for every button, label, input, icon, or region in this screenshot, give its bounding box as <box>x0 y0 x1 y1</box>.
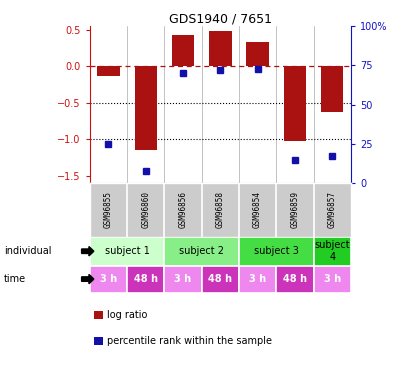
Text: GSM96860: GSM96860 <box>141 192 150 228</box>
Bar <box>314 266 351 292</box>
Bar <box>90 266 127 292</box>
Text: GSM96857: GSM96857 <box>328 192 337 228</box>
Text: subject 1: subject 1 <box>104 246 149 256</box>
Text: 3 h: 3 h <box>324 274 341 284</box>
Text: GSM96855: GSM96855 <box>104 192 113 228</box>
Text: individual: individual <box>4 246 51 256</box>
Bar <box>164 237 239 266</box>
Text: percentile rank within the sample: percentile rank within the sample <box>107 336 272 346</box>
Text: 48 h: 48 h <box>208 274 232 284</box>
Text: subject
4: subject 4 <box>315 240 350 262</box>
Text: subject 3: subject 3 <box>254 246 299 256</box>
Text: 3 h: 3 h <box>100 274 117 284</box>
Text: 3 h: 3 h <box>249 274 266 284</box>
Bar <box>127 266 164 292</box>
Text: 48 h: 48 h <box>283 274 307 284</box>
Text: GSM96858: GSM96858 <box>216 192 225 228</box>
Text: GSM96854: GSM96854 <box>253 192 262 228</box>
Bar <box>97 66 120 76</box>
Bar <box>239 237 314 266</box>
Text: 48 h: 48 h <box>134 274 158 284</box>
Text: 3 h: 3 h <box>175 274 192 284</box>
Text: log ratio: log ratio <box>107 310 147 320</box>
Text: time: time <box>4 274 26 284</box>
Bar <box>164 266 202 292</box>
Text: subject 2: subject 2 <box>179 246 224 256</box>
Text: GSM96856: GSM96856 <box>179 192 188 228</box>
Bar <box>202 266 239 292</box>
Bar <box>239 266 276 292</box>
Bar <box>276 266 314 292</box>
Bar <box>246 42 269 66</box>
Bar <box>90 237 164 266</box>
Bar <box>314 237 351 266</box>
Bar <box>135 66 157 150</box>
Bar <box>321 66 344 112</box>
Bar <box>209 31 231 66</box>
Bar <box>284 66 306 141</box>
Text: GSM96859: GSM96859 <box>290 192 299 228</box>
Bar <box>172 35 194 66</box>
Title: GDS1940 / 7651: GDS1940 / 7651 <box>169 12 272 25</box>
